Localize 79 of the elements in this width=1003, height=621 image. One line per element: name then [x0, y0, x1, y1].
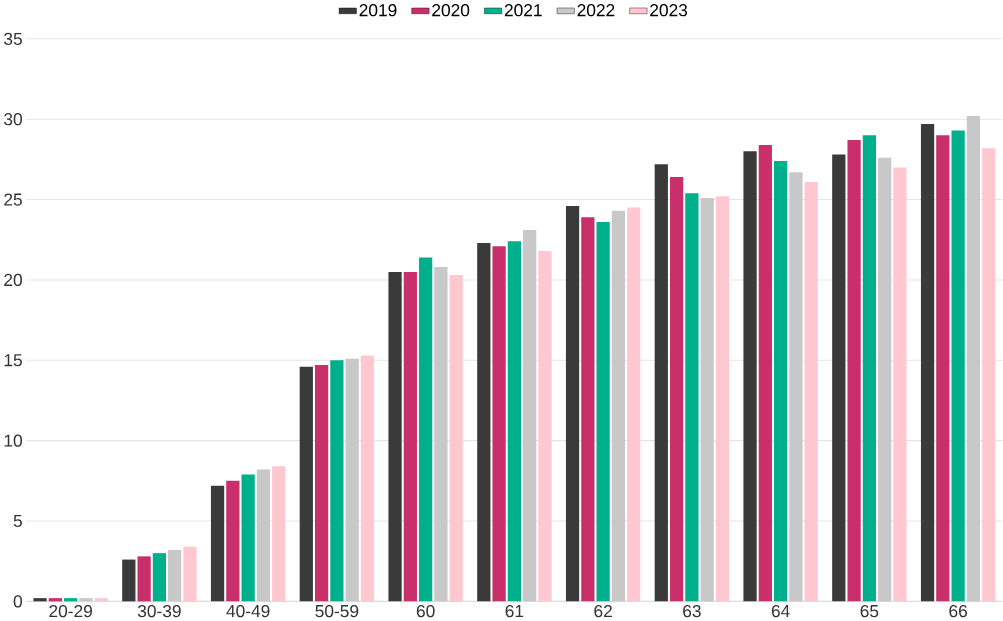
y-tick-label: 5: [13, 515, 22, 528]
x-tick-label: 60: [416, 605, 435, 618]
x-tick-label: 66: [949, 605, 967, 618]
bar: [94, 598, 108, 602]
bar: [966, 116, 981, 602]
bar: [33, 598, 47, 602]
y-tick-label: 15: [4, 354, 22, 367]
bar: [330, 360, 344, 602]
bar: [654, 164, 668, 602]
bar: [64, 598, 78, 602]
bar: [434, 267, 448, 602]
bar: [804, 182, 818, 602]
legend-label: 2022: [577, 4, 615, 17]
bar: [210, 485, 225, 602]
y-tick-label: 25: [4, 193, 22, 206]
bar: [758, 145, 772, 602]
bar: [168, 550, 182, 602]
legend-label: 2019: [359, 4, 397, 17]
bar: [523, 230, 537, 602]
bar: [832, 154, 846, 602]
bar: [449, 275, 463, 602]
bar: [847, 140, 861, 602]
bar: [272, 466, 286, 602]
bar: [48, 598, 62, 602]
bar: [299, 366, 313, 602]
bar: [685, 193, 699, 602]
bar: [507, 241, 522, 602]
bar: [122, 559, 136, 602]
bar: [492, 246, 506, 602]
bar: [314, 365, 329, 602]
bar: [878, 157, 892, 602]
bar: [789, 172, 803, 602]
bar: [774, 161, 788, 602]
x-tick-label: 65: [860, 605, 879, 618]
x-tick-label: 62: [594, 605, 612, 618]
y-tick-label: 0: [13, 595, 22, 608]
bar: [920, 124, 935, 602]
x-tick-label: 64: [771, 605, 790, 618]
legend-label: 2020: [432, 4, 470, 17]
bar: [715, 196, 730, 602]
bar: [183, 546, 197, 602]
bar: [700, 198, 714, 602]
y-tick-label: 20: [4, 273, 22, 287]
bar: [538, 251, 552, 602]
x-tick-label: 30-39: [137, 605, 181, 618]
legend-label: 2021: [504, 4, 542, 17]
bar: [581, 217, 595, 602]
legend-label: 2023: [650, 4, 688, 17]
bar: [241, 474, 255, 602]
bar: [743, 151, 757, 602]
bar: [345, 358, 359, 602]
bar: [137, 556, 151, 602]
y-tick-label: 35: [4, 32, 22, 46]
bar: [936, 135, 950, 602]
x-tick-label: 63: [683, 605, 701, 618]
bar: [226, 481, 240, 602]
bar: [565, 206, 580, 602]
bar: [152, 553, 167, 602]
bar: [256, 469, 271, 602]
bar: [79, 598, 93, 602]
bar: [388, 272, 402, 602]
y-tick-label: 10: [4, 434, 22, 447]
bar: [862, 135, 876, 602]
x-tick-label: 61: [505, 605, 524, 618]
bar: [419, 257, 433, 602]
bar: [611, 211, 626, 602]
bar: [669, 177, 684, 602]
x-tick-label: 50-59: [315, 605, 359, 618]
bar: [893, 167, 907, 602]
bar: [403, 272, 417, 602]
bar: [951, 130, 965, 602]
bar: [477, 243, 491, 602]
bar: [982, 148, 996, 602]
bar: [627, 207, 641, 602]
y-tick-label: 30: [4, 113, 22, 126]
x-tick-label: 40-49: [226, 605, 270, 618]
bar: [360, 355, 375, 602]
x-tick-label: 20-29: [49, 605, 92, 618]
bar: [596, 222, 610, 602]
